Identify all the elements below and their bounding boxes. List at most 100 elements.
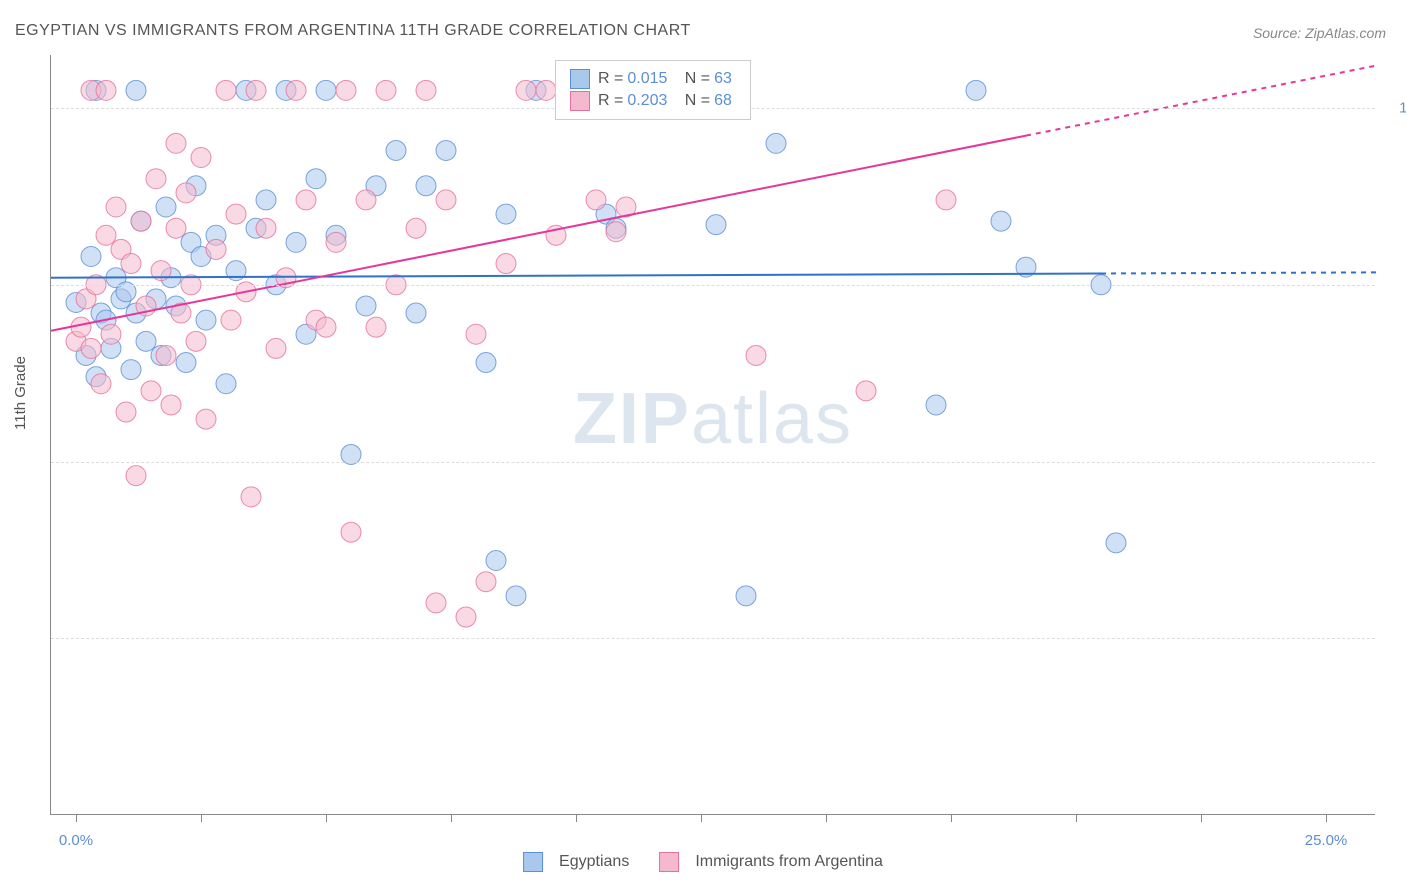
x-tick: [1201, 814, 1202, 822]
data-point: [706, 215, 726, 235]
data-point: [256, 218, 276, 238]
bottom-legend-item: Immigrants from Argentina: [659, 852, 883, 872]
data-point: [196, 310, 216, 330]
data-point: [326, 232, 346, 252]
x-tick: [1076, 814, 1077, 822]
data-point: [476, 353, 496, 373]
data-point: [856, 381, 876, 401]
bottom-legend-label: Egyptians: [559, 853, 629, 871]
data-point: [936, 190, 956, 210]
correlation-legend: R =0.015 N =63R =0.203 N =68: [555, 60, 751, 120]
legend-n-value: 68: [714, 92, 732, 110]
x-tick: [326, 814, 327, 822]
bottom-legend-label: Immigrants from Argentina: [695, 853, 883, 871]
data-point: [91, 374, 111, 394]
data-point: [81, 338, 101, 358]
data-point: [96, 225, 116, 245]
data-point: [516, 80, 536, 100]
trendline-dashed: [1026, 66, 1376, 136]
legend-swatch: [570, 91, 590, 111]
chart-title: EGYPTIAN VS IMMIGRANTS FROM ARGENTINA 11…: [15, 22, 691, 40]
trendline-dashed: [1101, 272, 1376, 273]
legend-r-label: R =: [598, 92, 623, 110]
source-label: Source: ZipAtlas.com: [1253, 25, 1386, 41]
data-point: [196, 409, 216, 429]
data-point: [386, 140, 406, 160]
data-point: [496, 254, 516, 274]
data-point: [746, 345, 766, 365]
series-legend: Egyptians Immigrants from Argentina: [523, 852, 883, 872]
trendline-solid: [51, 273, 1101, 277]
data-point: [176, 183, 196, 203]
bottom-legend-item: Egyptians: [523, 852, 629, 872]
data-point: [156, 345, 176, 365]
x-tick: [951, 814, 952, 822]
data-point: [176, 353, 196, 373]
y-axis-label: 11th Grade: [12, 356, 29, 430]
data-point: [206, 239, 226, 259]
y-tick-label: 95.0%: [1385, 276, 1406, 293]
legend-swatch: [659, 852, 679, 872]
data-point: [296, 190, 316, 210]
legend-row: R =0.015 N =63: [570, 69, 736, 89]
data-point: [586, 190, 606, 210]
data-point: [926, 395, 946, 415]
data-point: [81, 246, 101, 266]
x-tick-label: 0.0%: [59, 832, 93, 849]
data-point: [256, 190, 276, 210]
data-point: [496, 204, 516, 224]
data-point: [71, 317, 91, 337]
data-point: [126, 80, 146, 100]
data-point: [131, 211, 151, 231]
data-point: [991, 211, 1011, 231]
data-point: [341, 522, 361, 542]
data-point: [191, 148, 211, 168]
plot-area: ZIPatlas 85.0%90.0%95.0%100.0%0.0%25.0%: [50, 55, 1375, 815]
data-point: [466, 324, 486, 344]
x-tick: [826, 814, 827, 822]
data-point: [316, 80, 336, 100]
x-tick: [451, 814, 452, 822]
data-point: [101, 324, 121, 344]
data-point: [126, 466, 146, 486]
data-point: [356, 296, 376, 316]
data-point: [156, 197, 176, 217]
data-point: [106, 197, 126, 217]
legend-swatch: [570, 69, 590, 89]
legend-swatch: [523, 852, 543, 872]
y-tick-label: 90.0%: [1385, 453, 1406, 470]
data-point: [456, 607, 476, 627]
data-point: [476, 572, 496, 592]
legend-n-label: N =: [685, 70, 710, 88]
x-tick: [701, 814, 702, 822]
x-tick: [1326, 814, 1327, 822]
data-point: [246, 80, 266, 100]
data-point: [241, 487, 261, 507]
data-point: [366, 317, 386, 337]
data-point: [316, 317, 336, 337]
x-tick: [76, 814, 77, 822]
legend-n-value: 63: [714, 70, 732, 88]
data-point: [536, 80, 556, 100]
data-point: [606, 222, 626, 242]
gridline: [51, 462, 1375, 463]
data-point: [336, 80, 356, 100]
data-point: [186, 331, 206, 351]
data-point: [426, 593, 446, 613]
x-tick: [576, 814, 577, 822]
data-point: [766, 133, 786, 153]
data-point: [136, 331, 156, 351]
legend-row: R =0.203 N =68: [570, 91, 736, 111]
data-point: [436, 140, 456, 160]
legend-n-label: N =: [685, 92, 710, 110]
legend-r-value: 0.203: [627, 92, 667, 110]
y-tick-label: 100.0%: [1385, 100, 1406, 117]
data-point: [166, 133, 186, 153]
data-point: [966, 80, 986, 100]
data-point: [286, 232, 306, 252]
data-point: [166, 218, 186, 238]
chart-container: EGYPTIAN VS IMMIGRANTS FROM ARGENTINA 11…: [0, 0, 1406, 892]
y-tick-label: 85.0%: [1385, 630, 1406, 647]
data-point: [121, 254, 141, 274]
x-tick-label: 25.0%: [1305, 832, 1348, 849]
